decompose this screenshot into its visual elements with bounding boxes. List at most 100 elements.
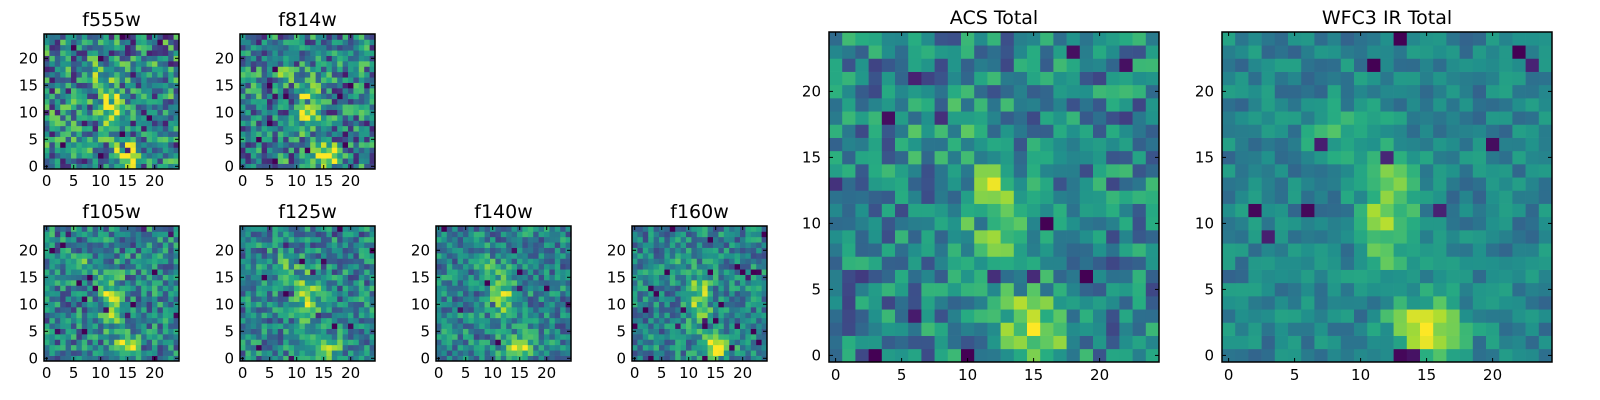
heatmap-cell bbox=[1000, 32, 1015, 46]
heatmap-cell bbox=[1446, 164, 1460, 178]
heatmap-cell bbox=[686, 323, 692, 329]
heatmap-cell bbox=[60, 301, 66, 308]
heatmap-cell bbox=[675, 328, 681, 335]
heatmap-cell bbox=[272, 34, 279, 40]
heatmap-cell bbox=[76, 147, 83, 154]
heatmap-cell bbox=[240, 263, 246, 270]
heatmap-cell bbox=[490, 242, 496, 248]
heatmap-cell bbox=[895, 348, 909, 363]
heatmap-cell bbox=[484, 226, 491, 232]
heatmap-cell bbox=[299, 307, 306, 313]
heatmap-cell bbox=[114, 152, 120, 159]
heatmap-cell bbox=[49, 290, 56, 297]
heatmap-cell bbox=[240, 231, 246, 238]
heatmap-cell bbox=[108, 152, 115, 159]
heatmap-cell bbox=[92, 328, 99, 335]
heatmap-cell bbox=[1446, 256, 1460, 270]
heatmap-cell bbox=[358, 71, 365, 78]
heatmap-cell bbox=[544, 263, 550, 270]
heatmap-cell bbox=[1248, 203, 1262, 218]
heatmap-cell bbox=[168, 280, 174, 286]
heatmap-cell bbox=[1013, 190, 1028, 204]
heatmap-cell bbox=[446, 253, 453, 259]
heatmap-cell bbox=[1040, 177, 1054, 191]
heatmap-cell bbox=[506, 247, 512, 254]
y-tick-label: 5 bbox=[28, 322, 38, 340]
heatmap-cell bbox=[522, 285, 529, 292]
heatmap-cell bbox=[517, 258, 523, 265]
heatmap-cell bbox=[256, 263, 262, 270]
heatmap-cell bbox=[342, 253, 349, 259]
heatmap-cell bbox=[868, 335, 883, 350]
heatmap-cell bbox=[495, 339, 502, 346]
heatmap-cell bbox=[146, 312, 153, 319]
heatmap-cell bbox=[364, 131, 370, 137]
heatmap-cell bbox=[65, 152, 72, 159]
heatmap-cell bbox=[261, 66, 268, 73]
heatmap-cell bbox=[267, 66, 273, 73]
heatmap-cell bbox=[1274, 348, 1289, 363]
heatmap-cell bbox=[436, 280, 442, 286]
heatmap-cell bbox=[829, 335, 843, 350]
heatmap-cell bbox=[283, 131, 289, 137]
heatmap-cell bbox=[750, 242, 757, 248]
heatmap-cell bbox=[1013, 269, 1028, 284]
heatmap-cell bbox=[130, 147, 137, 154]
heatmap-cell bbox=[364, 355, 370, 362]
heatmap-cell bbox=[364, 39, 370, 46]
heatmap-cell bbox=[745, 334, 752, 340]
heatmap-cell bbox=[1222, 164, 1236, 178]
heatmap-cell bbox=[1000, 256, 1015, 270]
heatmap-cell bbox=[358, 301, 365, 308]
heatmap-cell bbox=[680, 247, 687, 254]
heatmap-cell bbox=[441, 226, 448, 232]
x-tick-label: 15 bbox=[510, 364, 529, 382]
heatmap-cell bbox=[1367, 164, 1381, 178]
heatmap-cell bbox=[326, 39, 333, 46]
heatmap-cell bbox=[659, 339, 665, 346]
heatmap-cell bbox=[315, 158, 322, 164]
heatmap-cell bbox=[855, 256, 869, 270]
heatmap-cell bbox=[718, 280, 725, 286]
heatmap-cell bbox=[337, 269, 343, 275]
heatmap-cell bbox=[87, 290, 93, 297]
heatmap-cell bbox=[294, 344, 300, 351]
heatmap-cell bbox=[130, 152, 137, 159]
heatmap-cell bbox=[1367, 216, 1381, 231]
heatmap-cell bbox=[342, 312, 349, 319]
heatmap-cell bbox=[49, 258, 56, 265]
heatmap-cell bbox=[484, 285, 491, 292]
heatmap-cell bbox=[283, 253, 289, 259]
heatmap-cell bbox=[299, 109, 306, 116]
heatmap-cell bbox=[756, 301, 762, 308]
heatmap-cell bbox=[342, 120, 349, 127]
heatmap-cell bbox=[718, 296, 725, 302]
heatmap-cell bbox=[250, 142, 257, 148]
heatmap-cell bbox=[565, 296, 572, 302]
heatmap-cell bbox=[256, 312, 262, 319]
heatmap-cell bbox=[81, 334, 88, 340]
heatmap-cell bbox=[130, 328, 137, 335]
heatmap-cell bbox=[76, 226, 83, 232]
heatmap-cell bbox=[272, 236, 279, 243]
heatmap-cell bbox=[868, 309, 883, 323]
heatmap-cell bbox=[250, 61, 257, 67]
heatmap-cell bbox=[358, 93, 365, 100]
heatmap-cell bbox=[245, 269, 252, 275]
heatmap-cell bbox=[1354, 348, 1368, 363]
heatmap-cell bbox=[463, 312, 469, 319]
heatmap-cell bbox=[304, 274, 311, 281]
y-tick-label: 5 bbox=[811, 280, 821, 298]
heatmap-cell bbox=[119, 163, 126, 170]
heatmap-cell bbox=[500, 350, 507, 356]
heatmap-cell bbox=[103, 296, 110, 302]
heatmap-cell bbox=[108, 344, 115, 351]
heatmap-cell bbox=[256, 339, 262, 346]
heatmap-cell bbox=[1093, 243, 1107, 257]
heatmap-cell bbox=[549, 350, 556, 356]
heatmap-cell bbox=[921, 111, 935, 125]
heatmap-cell bbox=[1079, 322, 1094, 336]
heatmap-cell bbox=[272, 131, 279, 137]
heatmap-cell bbox=[135, 344, 142, 351]
heatmap-cell bbox=[125, 296, 131, 302]
